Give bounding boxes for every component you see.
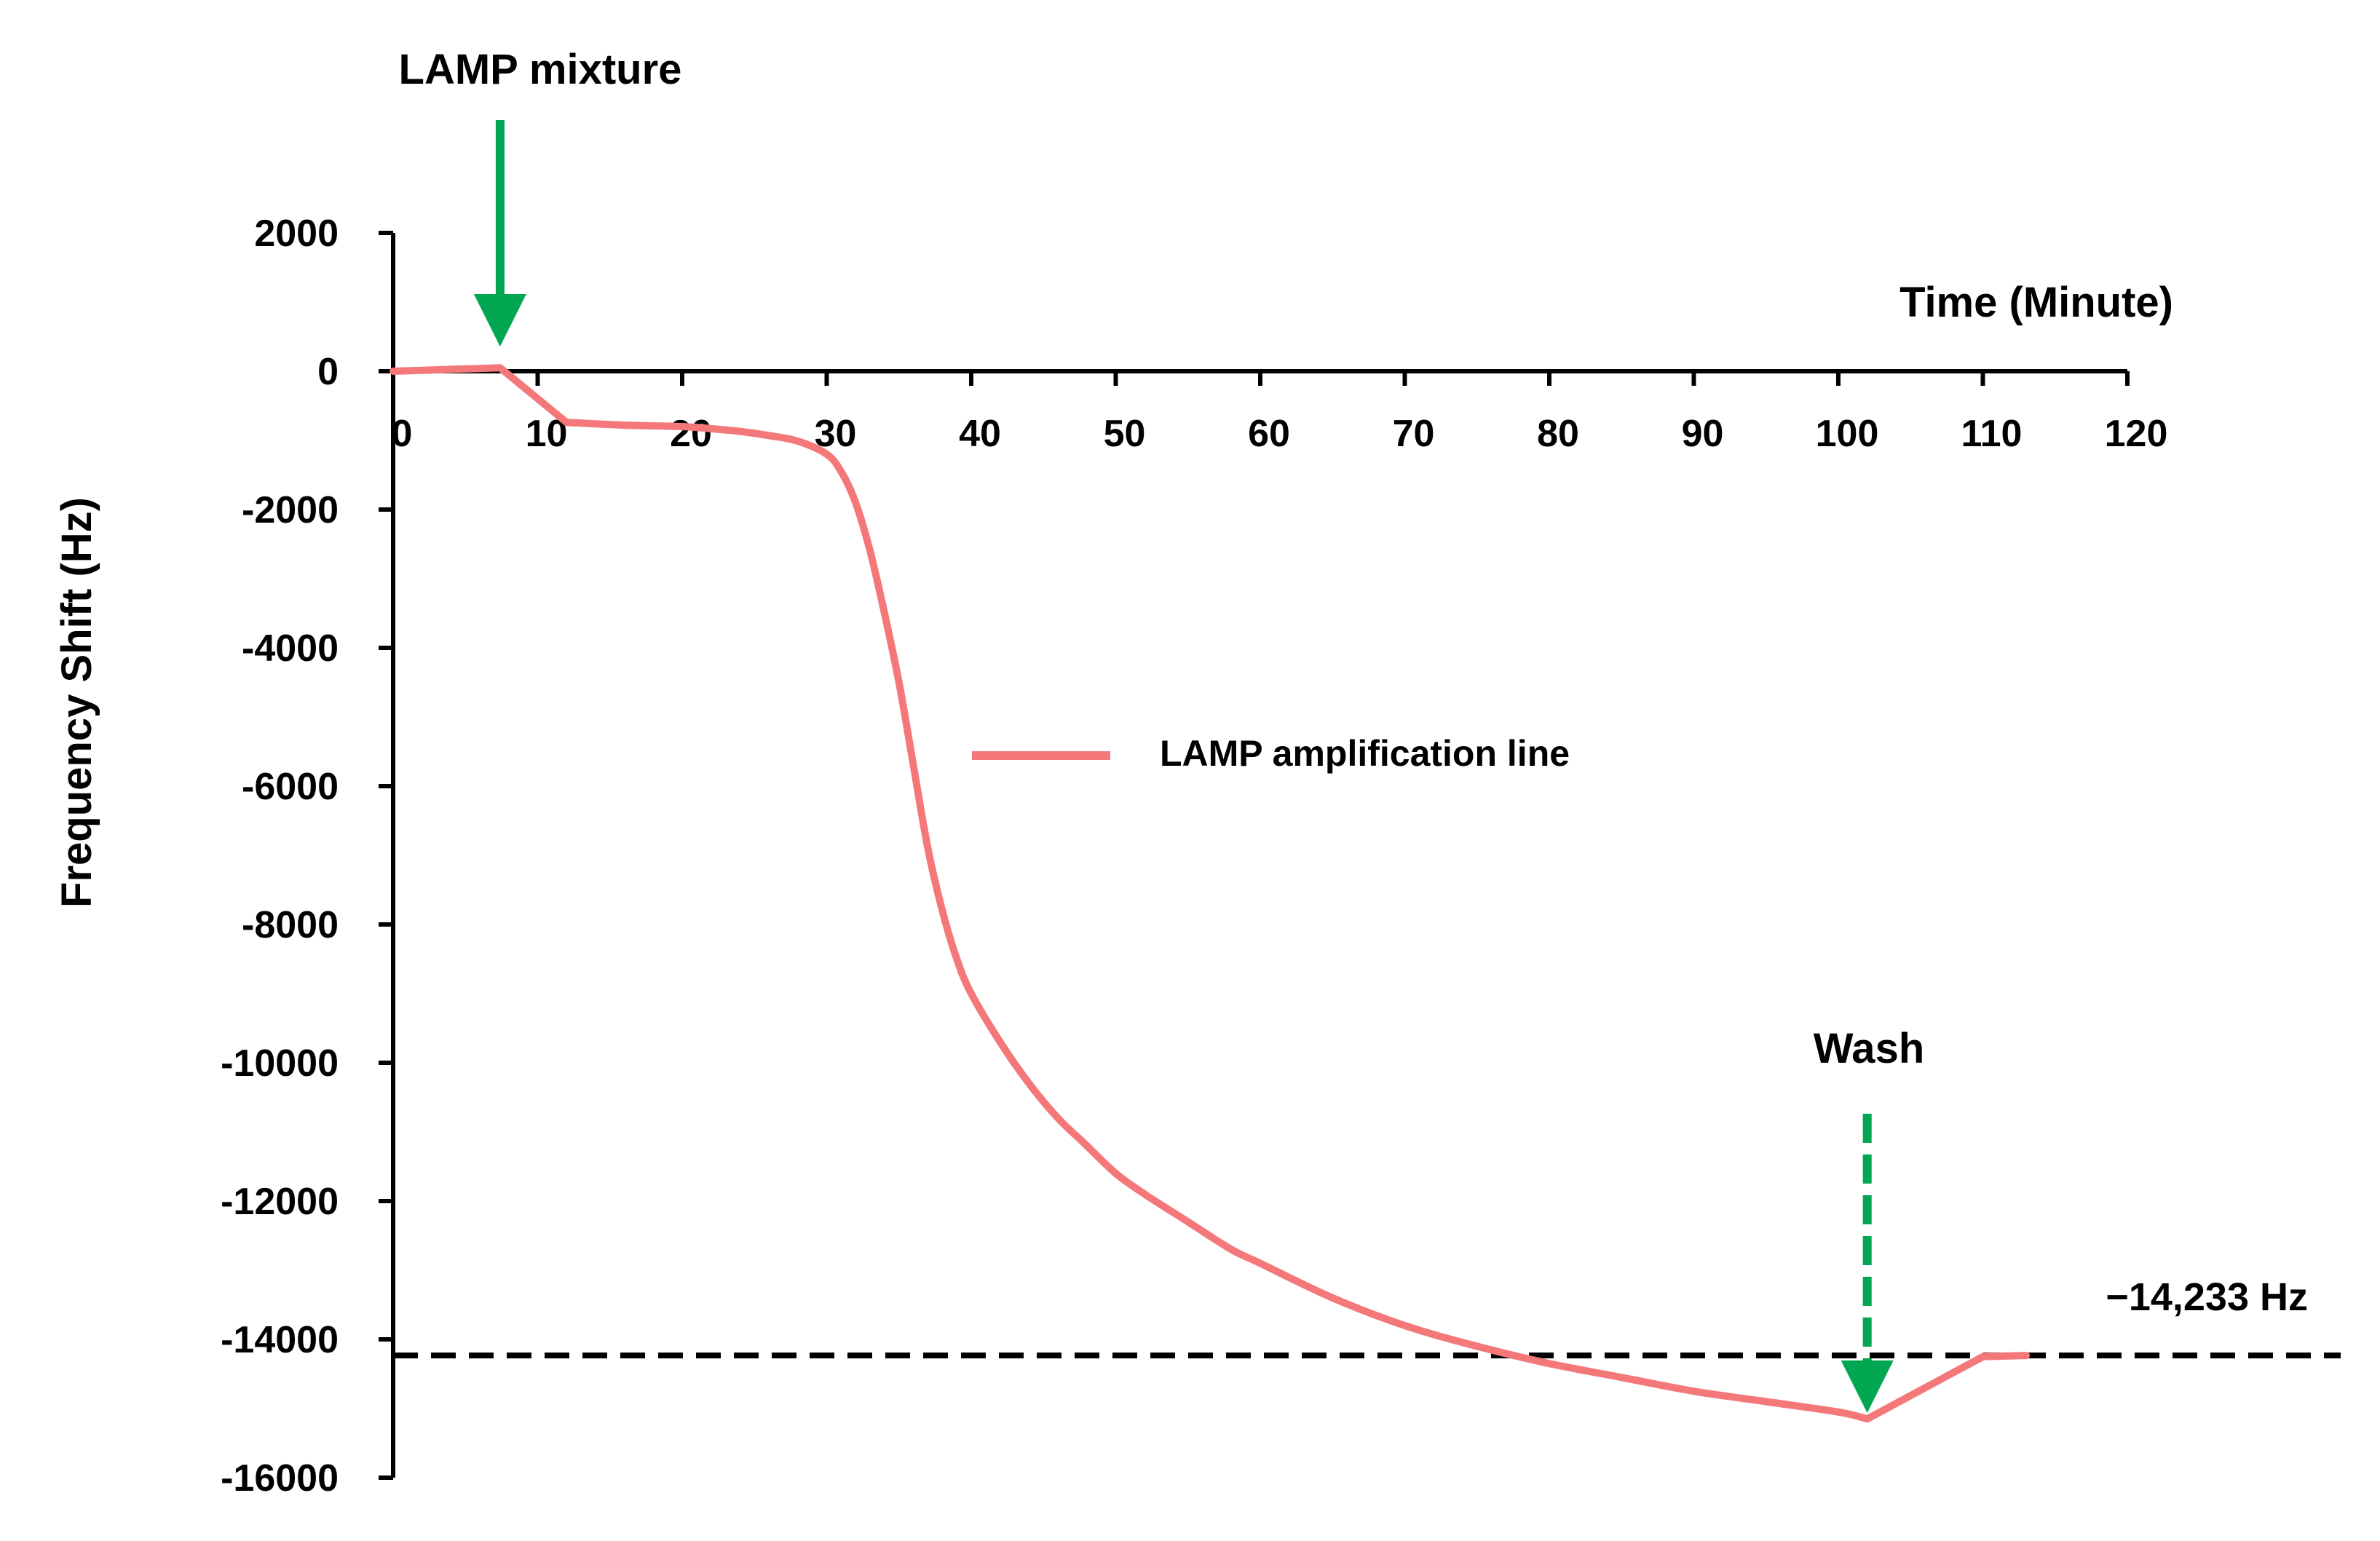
y-tick-label: -16000 [221, 1457, 339, 1500]
reference-value-label: −14,233 Hz [2106, 1275, 2308, 1319]
x-tick-label: 110 [1961, 413, 2023, 455]
y-axis: 2000 0 -2000 -4000 -6000 -8000 -10000 -12000 -14… [221, 213, 395, 1500]
x-axis: 0 10 20 30 40 50 60 70 80 90 100 110 120 [391, 369, 2168, 455]
x-tick-label: 80 [1537, 413, 1579, 455]
y-tick-label: -2000 [242, 489, 339, 531]
lamp-mixture-label: LAMP mixture [399, 46, 682, 93]
series-group [390, 364, 2031, 1423]
y-tick-label: -10000 [221, 1042, 339, 1085]
x-tick-label: 40 [959, 413, 1001, 455]
x-tick-label: 90 [1682, 413, 1724, 455]
x-tick-label: 0 [392, 413, 413, 455]
series-line [390, 364, 1871, 1423]
legend: LAMP amplification line [972, 733, 1570, 774]
legend-label: LAMP amplification line [1160, 733, 1570, 774]
y-tick-label: 0 [317, 351, 339, 393]
x-axis-label: Time (Minute) [1899, 279, 2173, 326]
x-tick-label: 60 [1248, 413, 1290, 455]
x-tick-label: 100 [1816, 413, 1879, 455]
x-tick-label: 120 [2105, 413, 2168, 455]
y-tick-label: -8000 [242, 904, 339, 946]
x-tick-label: 20 [670, 413, 712, 455]
y-tick-label: -4000 [242, 627, 339, 670]
y-tick-label: 2000 [254, 213, 339, 255]
wash-label: Wash [1814, 1025, 1925, 1072]
x-tick-label: 50 [1104, 413, 1146, 455]
y-tick-label: -14000 [221, 1319, 339, 1361]
series-line [1863, 1352, 2031, 1423]
y-axis-label: Frequency Shift (Hz) [53, 497, 100, 908]
x-tick-label: 70 [1393, 413, 1435, 455]
y-tick-label: -12000 [221, 1181, 339, 1223]
y-tick-label: -6000 [242, 766, 339, 808]
annotations-group [473, 120, 1894, 1413]
